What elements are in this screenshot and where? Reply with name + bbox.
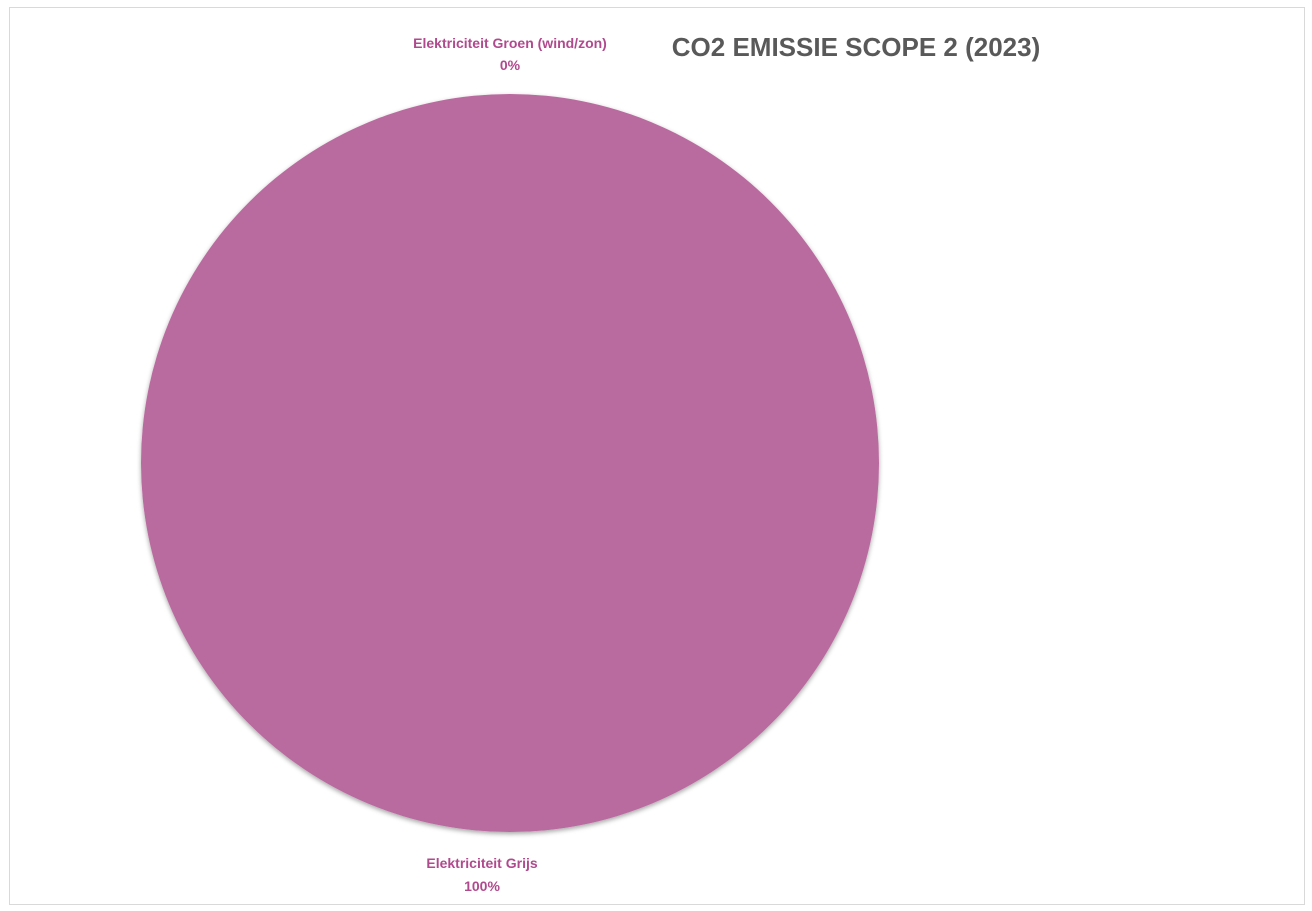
- pie-labels: Elektriciteit Groen (wind/zon) 0% Elektric…: [413, 35, 607, 894]
- data-label-value-elektriciteit-grijs: 100%: [464, 878, 500, 894]
- chart-title: CO2 EMISSIE SCOPE 2 (2023): [672, 32, 1040, 62]
- data-label-value-elektriciteit-groen-wind-zon: 0%: [500, 57, 521, 73]
- pie-slice-elektriciteit-grijs: [141, 94, 879, 832]
- data-label-category-elektriciteit-grijs: Elektriciteit Grijs: [426, 855, 537, 871]
- pie-slices: [141, 94, 879, 832]
- data-label-category-elektriciteit-groen-wind-zon: Elektriciteit Groen (wind/zon): [413, 35, 607, 51]
